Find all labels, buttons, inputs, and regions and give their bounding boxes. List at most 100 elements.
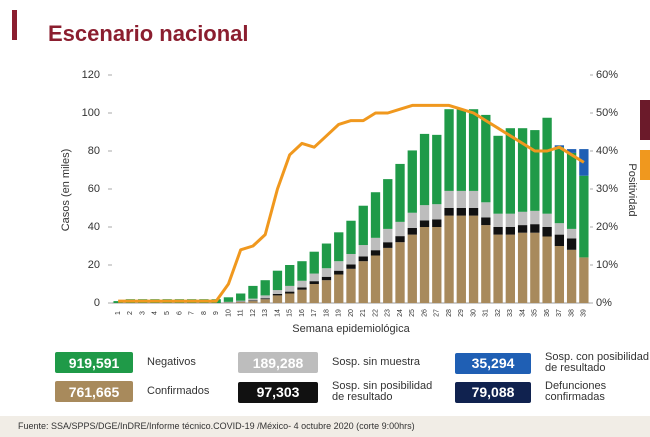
bar-segment xyxy=(407,227,417,235)
x-tick-label: 10 xyxy=(225,309,232,317)
accent-bar xyxy=(12,10,17,40)
legend-total: 761,665 xyxy=(55,381,133,402)
bar-segment xyxy=(346,253,356,265)
side-tab xyxy=(640,100,650,140)
y-tick-label: 40 xyxy=(88,221,100,233)
bar-segment xyxy=(321,268,332,277)
bar-segment xyxy=(542,227,552,237)
x-tick-label: 16 xyxy=(299,309,306,317)
bar-segment xyxy=(297,289,307,303)
x-tick-label: 28 xyxy=(446,309,453,317)
bar-segment xyxy=(260,298,270,300)
bar-segment xyxy=(444,109,454,191)
bar-segment xyxy=(566,228,577,239)
source: Fuente: SSA/SPPS/DGE/InDRE/Informe técni… xyxy=(0,416,650,437)
bar-segment xyxy=(419,220,430,227)
bar-segment xyxy=(481,202,491,218)
bar-segment xyxy=(542,236,552,303)
bar-segment xyxy=(260,295,270,299)
bar-segment xyxy=(395,163,405,222)
bar-segment xyxy=(554,223,565,235)
bar-segment xyxy=(542,117,552,214)
bar-segment xyxy=(407,234,417,303)
x-tick-label: 5 xyxy=(164,311,171,315)
bar-segment xyxy=(285,291,295,294)
bar-segment xyxy=(260,280,270,296)
x-tick-label: 8 xyxy=(201,311,208,315)
x-tick-label: 37 xyxy=(556,309,563,317)
bar-segment xyxy=(530,224,540,233)
x-tick-label: 14 xyxy=(274,309,281,317)
y-axis-title: Casos (en miles) xyxy=(60,149,72,232)
legend-item: 189,288 Sosp. sin muestra xyxy=(238,352,442,373)
bar-segment xyxy=(346,264,356,269)
bar-segment xyxy=(272,270,283,291)
chart-title: Escenario nacional xyxy=(48,21,249,46)
bar-segment xyxy=(579,175,589,258)
bar-segment xyxy=(309,281,319,284)
bar-segment xyxy=(309,284,319,303)
bar-segment xyxy=(236,293,246,301)
x-tick-label: 9 xyxy=(213,311,220,315)
x-tick-label: 18 xyxy=(323,309,330,317)
legend-item: 35,294 Sosp. con posibilidad de resultado xyxy=(455,352,650,374)
side-tab xyxy=(640,150,650,180)
x-tick-label: 35 xyxy=(532,309,539,317)
legend-label: Confirmados xyxy=(147,385,210,397)
y-tick-label: 80 xyxy=(88,145,100,157)
bar-segment xyxy=(236,302,246,303)
bar-segment xyxy=(505,227,515,235)
bar-segment xyxy=(309,273,319,282)
y2-tick-label: 50% xyxy=(596,107,618,119)
x-tick-label: 32 xyxy=(495,309,502,317)
bar-segment xyxy=(505,234,515,303)
legend-label: Negativos xyxy=(147,356,196,368)
bar-segment xyxy=(358,245,368,257)
x-tick-label: 15 xyxy=(287,309,294,317)
legend-total: 919,591 xyxy=(55,352,133,373)
bar-segment xyxy=(285,265,295,286)
bar-segment xyxy=(456,215,466,303)
bar-segment xyxy=(285,285,295,292)
x-tick-label: 1 xyxy=(115,311,122,315)
legend-label: Sosp. sin muestra xyxy=(332,356,421,368)
y2-tick-label: 60% xyxy=(596,69,618,81)
bar-segment xyxy=(395,242,405,303)
bar-segment xyxy=(334,232,344,262)
x-tick-label: 30 xyxy=(470,309,477,317)
bar-segment xyxy=(468,109,479,191)
x-tick-label: 38 xyxy=(568,309,575,317)
bar-segment xyxy=(395,221,405,237)
legend-total: 189,288 xyxy=(238,352,318,373)
y-tick-label: 20 xyxy=(88,259,100,271)
x-tick-label: 7 xyxy=(189,311,196,315)
legend-label: Sosp. con posibilidad de resultado xyxy=(545,351,649,374)
x-tick-label: 39 xyxy=(581,309,588,317)
x-tick-label: 24 xyxy=(397,309,404,317)
bar-segment xyxy=(419,133,430,206)
bar-segment xyxy=(530,210,540,225)
legend-item: 97,303 Sosp. sin posibilidad de resultado xyxy=(238,381,437,403)
bar-segment xyxy=(493,234,503,303)
bar-segment xyxy=(481,114,491,203)
y-tick-label: 100 xyxy=(82,107,100,119)
bar-segment xyxy=(419,205,430,221)
bar-segment xyxy=(223,297,234,302)
bar-segment xyxy=(272,290,283,294)
y2-tick-label: 20% xyxy=(596,221,618,233)
bar-segment xyxy=(334,274,344,303)
x-tick-label: 33 xyxy=(507,309,514,317)
bar-segment xyxy=(370,250,381,256)
y2-tick-label: 40% xyxy=(596,145,618,157)
bar-segment xyxy=(395,236,405,243)
bar-segment xyxy=(260,299,270,303)
legend-total: 97,303 xyxy=(238,381,318,403)
bar-segment xyxy=(432,204,442,220)
bar-segment xyxy=(432,227,442,303)
x-tick-label: 20 xyxy=(348,309,355,317)
bar-segment xyxy=(517,128,528,212)
y2-tick-label: 0% xyxy=(596,297,612,309)
legend-total: 35,294 xyxy=(455,352,531,374)
bar-segment xyxy=(407,150,417,213)
